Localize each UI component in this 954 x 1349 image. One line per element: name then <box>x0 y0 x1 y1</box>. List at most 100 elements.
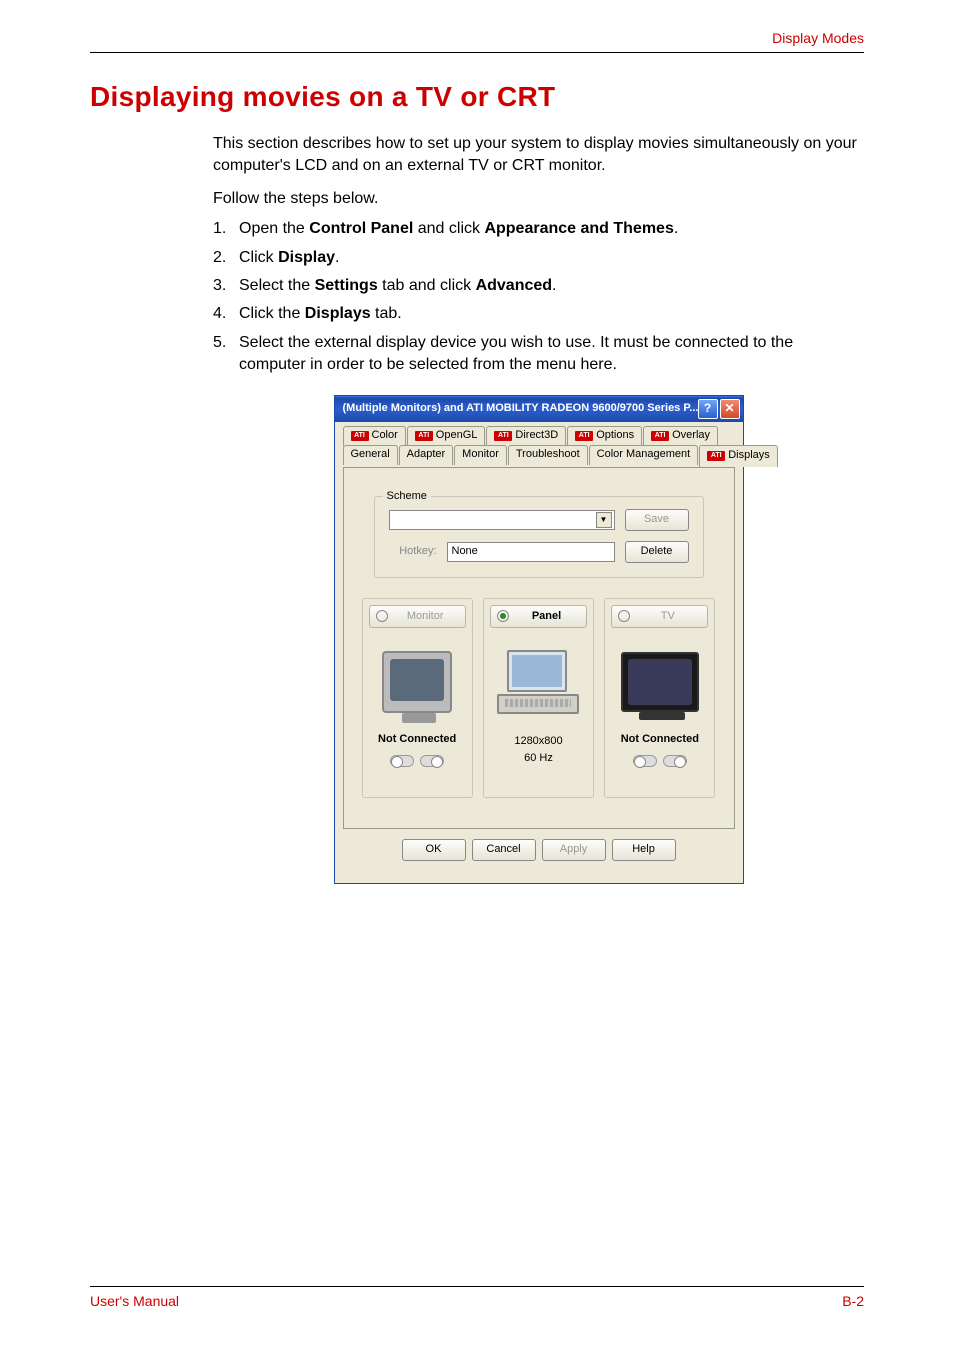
step-2: Click Display. <box>213 247 864 269</box>
bold: Advanced <box>476 277 552 294</box>
chevron-down-icon: ▼ <box>596 512 612 528</box>
tab-monitor[interactable]: Monitor <box>454 445 507 465</box>
display-refresh: 60 Hz <box>524 751 553 766</box>
tab-label: Displays <box>728 448 770 463</box>
apply-button[interactable]: Apply <box>542 839 606 861</box>
bold: Settings <box>315 277 378 294</box>
help-icon[interactable]: ? <box>698 399 718 419</box>
tab-label: OpenGL <box>436 428 478 443</box>
tab-color[interactable]: ATIColor <box>343 426 406 446</box>
header-rule <box>90 52 864 53</box>
tab-label: Adapter <box>407 447 446 462</box>
display-name: TV <box>634 609 701 624</box>
tabstrip: ATIColor ATIOpenGL ATIDirect3D ATIOption… <box>343 426 735 468</box>
hotkey-input[interactable]: None <box>447 542 615 562</box>
power-icon <box>497 610 509 622</box>
delete-button[interactable]: Delete <box>625 541 689 563</box>
ati-icon: ATI <box>707 451 725 461</box>
titlebar-buttons: ? ✕ <box>698 399 740 419</box>
text: and click <box>413 220 484 237</box>
bold: Appearance and Themes <box>484 220 673 237</box>
display-header[interactable]: Panel <box>490 605 587 628</box>
ok-button[interactable]: OK <box>402 839 466 861</box>
tab-color-management[interactable]: Color Management <box>589 445 699 465</box>
display-resolution: 1280x800 <box>514 734 562 749</box>
bold: Control Panel <box>309 220 413 237</box>
text: . <box>335 249 339 266</box>
tabrow-bottom: General Adapter Monitor Troubleshoot Col… <box>343 445 735 467</box>
display-status: Not Connected <box>378 732 456 747</box>
tab-options[interactable]: ATIOptions <box>567 426 642 446</box>
toggle-icon[interactable] <box>420 755 444 767</box>
display-card-monitor[interactable]: Monitor Not Connected <box>362 598 473 798</box>
tab-general[interactable]: General <box>343 445 398 465</box>
ati-icon: ATI <box>494 431 512 441</box>
tab-label: Overlay <box>672 428 710 443</box>
tab-opengl[interactable]: ATIOpenGL <box>407 426 486 446</box>
display-header[interactable]: TV <box>611 605 708 628</box>
toggle-icon[interactable] <box>390 755 414 767</box>
laptop-icon <box>493 642 583 722</box>
display-header[interactable]: Monitor <box>369 605 466 628</box>
step-list: Open the Control Panel and click Appeara… <box>213 218 864 376</box>
tab-label: Direct3D <box>515 428 558 443</box>
properties-dialog: (Multiple Monitors) and ATI MOBILITY RAD… <box>334 395 744 884</box>
body-content: This section describes how to set up you… <box>213 133 864 884</box>
titlebar-text: (Multiple Monitors) and ATI MOBILITY RAD… <box>343 401 698 416</box>
toggle-icon[interactable] <box>663 755 687 767</box>
scheme-group: Scheme ▼ Save Hotkey: None Delete <box>374 496 704 578</box>
tab-label: Troubleshoot <box>516 447 580 462</box>
display-status: Not Connected <box>621 732 699 747</box>
tv-icon <box>615 642 705 722</box>
page-title: Displaying movies on a TV or CRT <box>90 81 864 113</box>
save-button[interactable]: Save <box>625 509 689 531</box>
text: . <box>674 220 678 237</box>
display-card-tv[interactable]: TV Not Connected <box>604 598 715 798</box>
close-icon[interactable]: ✕ <box>720 399 740 419</box>
tab-label: Color <box>372 428 398 443</box>
tab-panel-displays: Scheme ▼ Save Hotkey: None Delete <box>343 467 735 829</box>
text: Click <box>239 249 278 266</box>
screenshot-figure: (Multiple Monitors) and ATI MOBILITY RAD… <box>213 395 864 884</box>
scheme-dropdown[interactable]: ▼ <box>389 510 615 530</box>
tab-label: Monitor <box>462 447 499 462</box>
footer-right: B-2 <box>842 1293 864 1309</box>
follow-paragraph: Follow the steps below. <box>213 188 864 210</box>
bold: Display <box>278 249 335 266</box>
text: . <box>552 277 556 294</box>
tab-displays[interactable]: ATIDisplays <box>699 445 778 467</box>
tab-label: General <box>351 447 390 462</box>
page-footer: User's Manual B-2 <box>90 1286 864 1309</box>
toggle-strip <box>625 753 695 769</box>
hotkey-row: Hotkey: None Delete <box>389 541 689 563</box>
toggle-strip <box>382 753 452 769</box>
display-name: Monitor <box>392 609 459 624</box>
intro-paragraph: This section describes how to set up you… <box>213 133 864 178</box>
ati-icon: ATI <box>651 431 669 441</box>
section-label: Display Modes <box>90 30 864 46</box>
scheme-row: ▼ Save <box>389 509 689 531</box>
text: Click the <box>239 305 305 322</box>
help-button[interactable]: Help <box>612 839 676 861</box>
display-card-panel[interactable]: Panel 1280x800 60 Hz <box>483 598 594 798</box>
tab-adapter[interactable]: Adapter <box>399 445 454 465</box>
display-name: Panel <box>513 609 580 624</box>
tab-label: Color Management <box>597 447 691 462</box>
scheme-legend: Scheme <box>383 489 431 504</box>
bold: Displays <box>305 305 371 322</box>
footer-left: User's Manual <box>90 1293 179 1309</box>
ati-icon: ATI <box>575 431 593 441</box>
tab-overlay[interactable]: ATIOverlay <box>643 426 718 446</box>
step-5: Select the external display device you w… <box>213 332 864 377</box>
tab-direct3d[interactable]: ATIDirect3D <box>486 426 566 446</box>
displays-row: Monitor Not Connected <box>356 598 722 798</box>
cancel-button[interactable]: Cancel <box>472 839 536 861</box>
text: Open the <box>239 220 309 237</box>
toggle-icon[interactable] <box>633 755 657 767</box>
tab-troubleshoot[interactable]: Troubleshoot <box>508 445 588 465</box>
text: tab. <box>371 305 402 322</box>
ati-icon: ATI <box>351 431 369 441</box>
text: Select the <box>239 277 315 294</box>
monitor-icon <box>372 642 462 722</box>
step-4: Click the Displays tab. <box>213 303 864 325</box>
